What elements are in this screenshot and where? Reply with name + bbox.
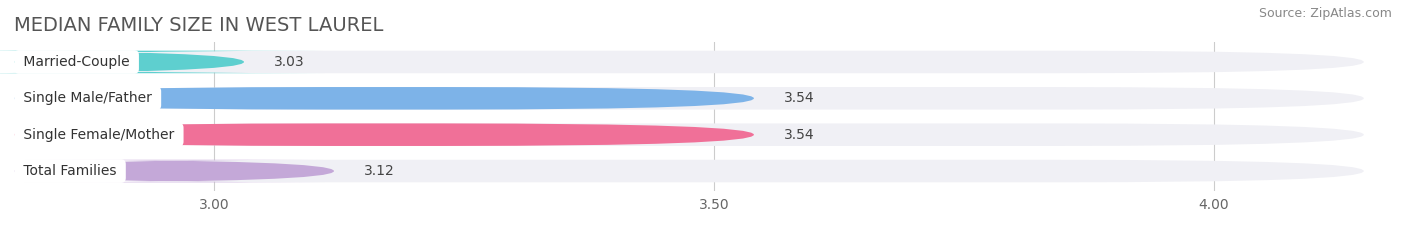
Text: Total Families: Total Families <box>20 164 121 178</box>
FancyBboxPatch shape <box>14 51 1364 73</box>
Text: 3.54: 3.54 <box>785 91 814 105</box>
FancyBboxPatch shape <box>0 51 323 73</box>
Text: MEDIAN FAMILY SIZE IN WEST LAUREL: MEDIAN FAMILY SIZE IN WEST LAUREL <box>14 16 384 35</box>
Text: Married-Couple: Married-Couple <box>20 55 134 69</box>
FancyBboxPatch shape <box>14 87 754 110</box>
FancyBboxPatch shape <box>14 160 335 182</box>
Text: Single Female/Mother: Single Female/Mother <box>20 128 179 142</box>
Text: 3.12: 3.12 <box>364 164 395 178</box>
Text: Single Male/Father: Single Male/Father <box>20 91 156 105</box>
Text: 3.54: 3.54 <box>785 128 814 142</box>
FancyBboxPatch shape <box>14 87 1364 110</box>
Text: 3.03: 3.03 <box>274 55 305 69</box>
FancyBboxPatch shape <box>14 160 1364 182</box>
FancyBboxPatch shape <box>14 123 1364 146</box>
Text: Source: ZipAtlas.com: Source: ZipAtlas.com <box>1258 7 1392 20</box>
FancyBboxPatch shape <box>14 123 754 146</box>
